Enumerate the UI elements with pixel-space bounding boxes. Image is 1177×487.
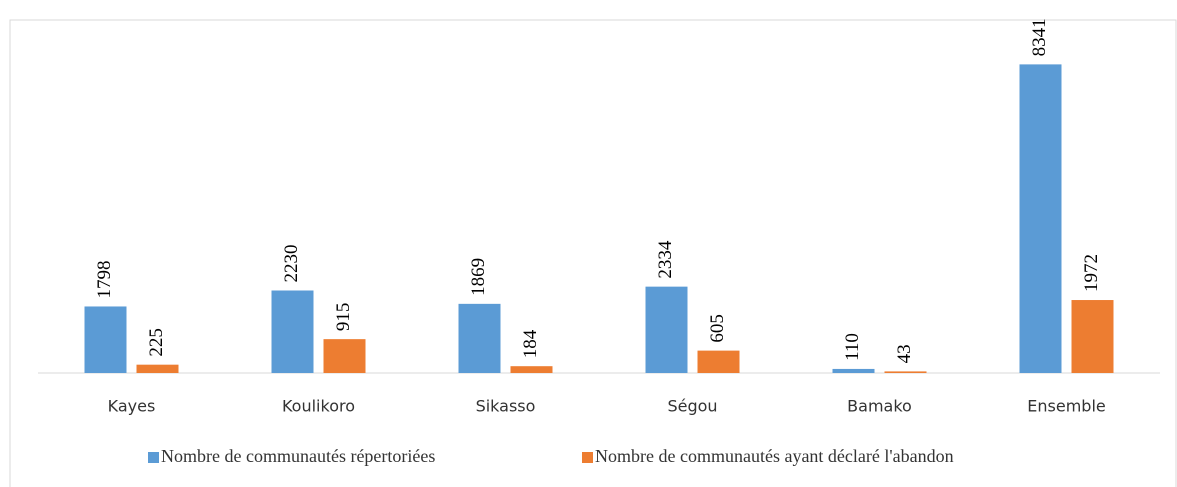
bar: [323, 339, 366, 373]
data-label: 184: [520, 329, 541, 358]
data-label: 43: [894, 344, 915, 363]
bar: [697, 350, 740, 373]
bar: [832, 368, 875, 373]
data-label: 915: [333, 303, 354, 332]
bar: [458, 303, 501, 373]
data-label: 2230: [281, 244, 302, 282]
bar: [1019, 64, 1062, 374]
data-label: 1869: [468, 258, 489, 296]
data-label: 2334: [655, 240, 676, 279]
x-tick-label: Ségou: [667, 397, 717, 416]
bar: [1071, 300, 1114, 373]
legend-label: Nombre de communautés ayant déclaré l'ab…: [595, 446, 954, 466]
data-label: 605: [707, 314, 728, 343]
bar: [271, 290, 314, 373]
x-tick-label: Koulikoro: [282, 397, 355, 416]
data-label: 1972: [1081, 254, 1102, 292]
data-label: 110: [842, 333, 863, 361]
x-tick-label: Ensemble: [1027, 397, 1105, 416]
bar: [84, 306, 127, 373]
bar: [884, 371, 927, 373]
x-tick-label: Sikasso: [476, 397, 536, 416]
data-label: 1798: [94, 260, 115, 298]
bar: [645, 286, 688, 373]
x-tick-label: Bamako: [847, 397, 912, 416]
legend-label: Nombre de communautés répertoriées: [161, 446, 435, 466]
data-label: 8341: [1029, 18, 1050, 56]
chart-frame: [9, 19, 1177, 487]
data-label: 225: [146, 328, 167, 357]
bar: [510, 366, 553, 373]
x-tick-label: Kayes: [108, 397, 156, 416]
legend-swatch: [582, 452, 593, 463]
bar: [136, 364, 179, 373]
legend-swatch: [148, 452, 159, 463]
